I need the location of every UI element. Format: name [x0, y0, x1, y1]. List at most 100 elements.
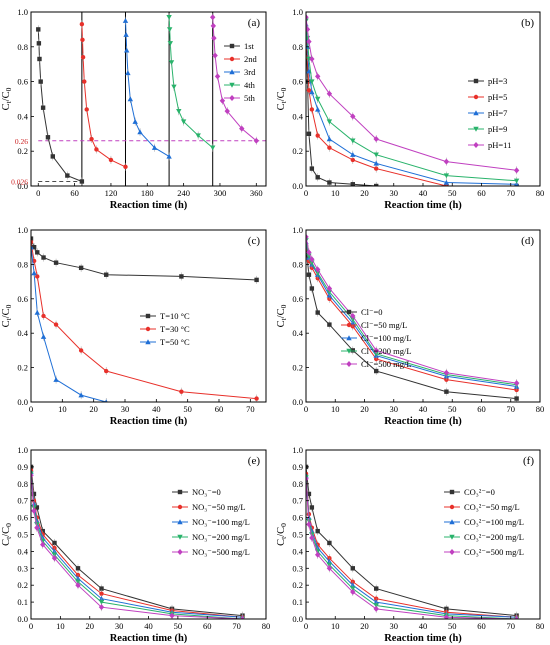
panel-c: 0 10 20 30 40 50 60 70 0.0 0.2 0.4 0.6 0.8 1.0 Reactio…	[1, 225, 267, 427]
data-point	[350, 113, 356, 120]
y-axis-label-part: t	[4, 536, 13, 539]
x-tick-label: 240	[177, 188, 190, 198]
legend-entry-label: CO₃²⁻=0	[464, 487, 495, 497]
data-point	[78, 392, 84, 398]
data-point	[123, 164, 128, 170]
legend-entry-label: NO₃⁻=100 mg/L	[192, 517, 250, 527]
y-axis-label-part: /C	[1, 91, 12, 101]
data-point	[239, 616, 246, 619]
y-axis-label-part: t	[279, 536, 288, 539]
data-point	[79, 179, 85, 184]
y-axis-label-part: /C	[1, 308, 12, 318]
data-point	[374, 166, 379, 171]
y-axis-label-part: /C	[276, 308, 287, 318]
y-tick-label: 1.0	[17, 7, 28, 17]
y-tick-label: 0.4	[292, 546, 303, 556]
data-point	[151, 145, 158, 150]
data-point	[443, 158, 450, 165]
legend-entry-label: 2nd	[244, 54, 258, 64]
data-point	[79, 21, 85, 27]
legend-marker	[473, 78, 479, 84]
x-tick-label: 0	[36, 188, 40, 198]
legend-entry-label: Cl⁻=50 mg/L	[361, 320, 407, 330]
plot-frame	[30, 11, 267, 187]
y-tick-label: 0.1	[17, 597, 28, 607]
y-tick-label: 0.6	[292, 513, 303, 523]
data-point	[34, 505, 40, 510]
y-tick-label: 0.1	[292, 597, 303, 607]
x-tick-label: 60	[477, 404, 486, 414]
panel-label: (a)	[248, 17, 261, 29]
y-axis-label-part: 0	[4, 87, 13, 91]
panel-label: (e)	[248, 455, 261, 467]
x-tick-label: 20	[89, 404, 98, 414]
x-tick-label: 20	[360, 404, 369, 414]
data-point	[306, 249, 312, 256]
legend: 1st 2nd 3rd 4th 5th	[224, 41, 258, 103]
legend-entry-label: pH=9	[488, 124, 507, 134]
data-point	[306, 26, 311, 33]
data-point	[326, 285, 333, 292]
data-point	[45, 135, 51, 140]
y-tick-label: 1.0	[17, 225, 28, 235]
data-point	[253, 137, 260, 144]
legend-marker	[145, 326, 151, 332]
data-point	[306, 14, 309, 21]
series-line	[306, 17, 517, 171]
data-point	[306, 38, 312, 45]
data-point	[40, 333, 47, 339]
data-point	[84, 107, 89, 112]
series-line	[306, 20, 517, 182]
y-axis-label-part: t	[279, 100, 288, 103]
data-point	[513, 167, 520, 174]
data-point	[326, 119, 333, 125]
data-point	[78, 265, 84, 271]
data-point	[315, 266, 321, 273]
data-point	[38, 79, 43, 84]
data-point	[327, 180, 332, 185]
y-tick-label: 0.2	[17, 580, 28, 590]
data-point	[75, 566, 81, 571]
data-point	[34, 309, 40, 315]
legend-marker	[229, 82, 235, 88]
y-axis-label-part: C	[1, 103, 12, 110]
data-point	[211, 35, 217, 42]
x-tick-label: 80	[262, 621, 271, 631]
legend-entry-label: T=50 °C	[160, 337, 190, 347]
data-point	[254, 277, 259, 283]
x-axis-label: Reaction time (h)	[384, 200, 462, 211]
data-point	[327, 145, 332, 150]
panel-label: (f)	[523, 455, 534, 467]
x-tick-label: 30	[390, 404, 399, 414]
data-point	[166, 153, 172, 159]
legend-marker	[473, 142, 479, 148]
y-tick-label: 0.0	[292, 181, 303, 191]
y-tick-label: 0.8	[292, 479, 303, 489]
data-point	[254, 396, 259, 401]
data-point	[31, 507, 37, 514]
x-tick-label: 70	[246, 404, 255, 414]
legend-entry-label: 1st	[244, 41, 255, 51]
y-tick-label: 0.9	[17, 462, 28, 472]
legend-marker	[449, 504, 455, 510]
x-axis-label: Reaction time (h)	[110, 200, 188, 211]
data-point	[80, 55, 86, 60]
plot-area	[31, 234, 259, 402]
data-point	[306, 88, 312, 93]
y-axis-label-part: C	[276, 320, 287, 327]
data-point	[94, 147, 99, 152]
data-point	[374, 586, 379, 591]
legend-marker	[346, 348, 352, 354]
data-point	[104, 368, 109, 374]
y-axis-label-part: C	[1, 539, 12, 546]
legend-entry-label: NO₃⁻=500 mg/L	[192, 547, 250, 557]
data-point	[350, 566, 355, 571]
x-tick-label: 10	[331, 404, 340, 414]
y-tick-label: 0.4	[292, 328, 303, 338]
data-point	[89, 136, 94, 142]
data-point	[31, 239, 34, 245]
panel-label: (b)	[521, 17, 534, 29]
legend-entry-label: pH=3	[488, 76, 507, 86]
legend-marker	[229, 95, 235, 101]
legend-marker	[177, 519, 183, 525]
